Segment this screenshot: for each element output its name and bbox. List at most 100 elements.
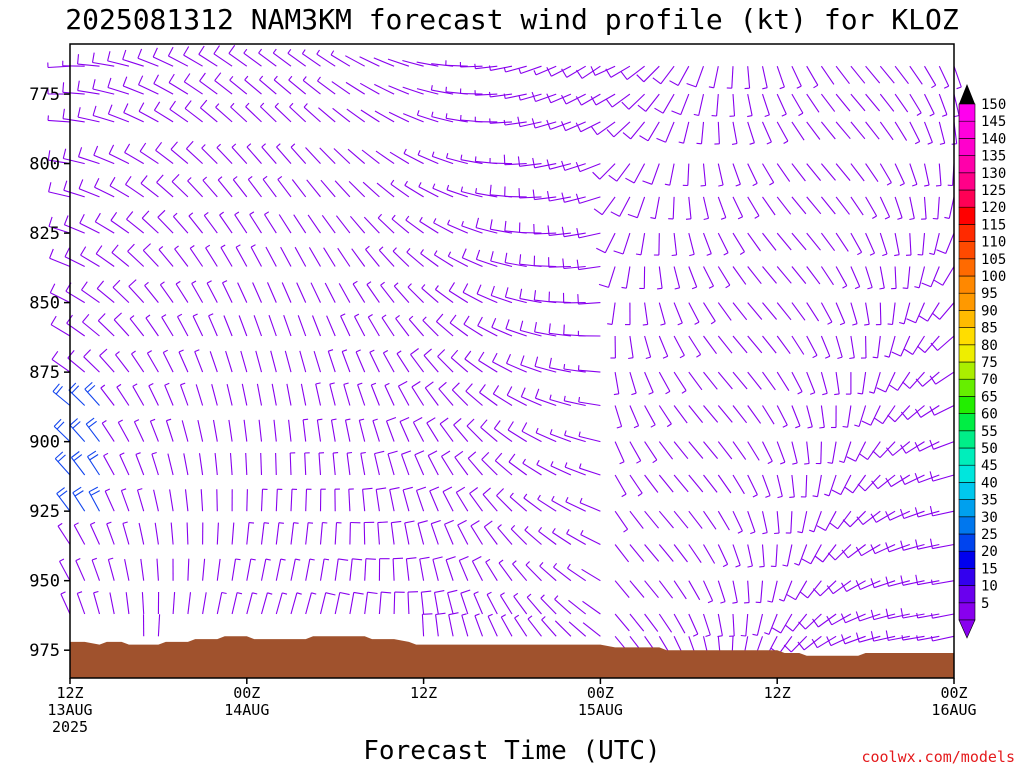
wind-barb [566,529,586,545]
wind-barb [237,282,248,303]
wind-barb [686,66,705,88]
wind-barb [48,182,71,198]
wind-barb [124,558,130,581]
colorbar-segment [958,206,976,225]
wind-barb [416,88,439,95]
wind-barb [682,163,690,187]
wind-barb [664,163,675,186]
colorbar-segment [958,447,976,466]
wind-barb [658,544,674,562]
wind-barb [503,119,527,126]
colorbar-label: 140 [981,131,1006,147]
wind-barb [343,382,351,406]
wind-barb [774,511,780,535]
wind-barb [277,175,292,198]
x-tick-label: 00Z [587,684,614,702]
wind-barb [448,612,459,637]
wind-barb [158,245,174,267]
wind-barb [629,474,643,497]
wind-barb [850,121,866,140]
wind-barb [260,592,273,615]
wind-barb [575,162,601,173]
colorbar-segment [958,378,976,397]
wind-barb [195,384,204,406]
wind-barb [485,558,498,581]
wind-barb [929,471,955,482]
wind-barb [498,559,513,582]
wind-barb [290,522,299,545]
wind-barb [673,371,687,394]
wind-barb [642,302,649,326]
colorbar-segment [958,275,976,294]
wind-barb [834,372,840,396]
wind-barb [198,453,204,476]
wind-barb [474,63,498,70]
wind-barb [299,350,307,373]
wind-barb [894,121,908,141]
wind-barb [658,613,673,633]
wind-barb [791,266,807,284]
wind-barb [508,453,528,476]
wind-barb [938,121,946,145]
wind-barb [489,157,513,165]
wind-barb [231,143,248,164]
wind-barb [513,592,528,615]
wind-barb [605,65,631,78]
wind-barb [96,280,115,304]
wind-barb [345,81,365,95]
wind-barb [537,494,557,512]
wind-barb [747,93,753,118]
wind-barb [378,591,392,615]
wind-barb [148,383,159,406]
colorbar-segment [958,533,976,552]
colorbar-label: 135 [981,149,1006,165]
wind-barb [702,613,711,638]
wind-barb [305,522,314,545]
x-axis-label: Forecast Time (UTC) [363,736,660,766]
wind-barb [854,405,867,428]
wind-barb [621,93,645,110]
wind-barb [762,441,773,465]
colorbar-segment [958,189,976,208]
wind-barb [455,486,469,512]
wind-barb [320,179,336,198]
wind-barb [747,335,763,354]
wind-barb [826,635,852,647]
wind-barb [923,163,930,187]
wind-barb [136,488,145,512]
wind-barb [800,474,808,498]
wind-barb [874,405,896,425]
wind-barb [384,382,395,406]
wind-barb [172,592,176,615]
wind-barb [812,580,837,597]
wind-barb [77,80,100,95]
wind-barb [629,613,645,632]
wind-barb [389,487,400,512]
wind-barb [812,474,822,498]
wind-barb [219,211,233,234]
wind-barb [231,592,243,615]
wind-barb [806,121,821,140]
wind-barb [417,520,428,545]
wind-barb [703,544,716,564]
wind-barb [388,111,410,123]
wind-barb [271,383,277,406]
wind-barb [63,180,85,198]
wind-barb [688,232,695,257]
wind-barb [876,371,896,393]
wind-barb [315,382,322,406]
wind-barb [702,580,714,604]
wind-barb [284,350,292,373]
wind-barb [761,511,768,535]
wind-barb [447,219,469,234]
wind-barb [820,121,836,140]
wind-barb [278,214,292,234]
wind-barb [729,613,735,637]
wind-barb [827,441,837,464]
wind-barb [915,371,940,387]
colorbar-segment [958,602,976,621]
wind-barb [260,452,263,476]
wind-barb [128,279,145,303]
wind-barb [752,613,764,636]
